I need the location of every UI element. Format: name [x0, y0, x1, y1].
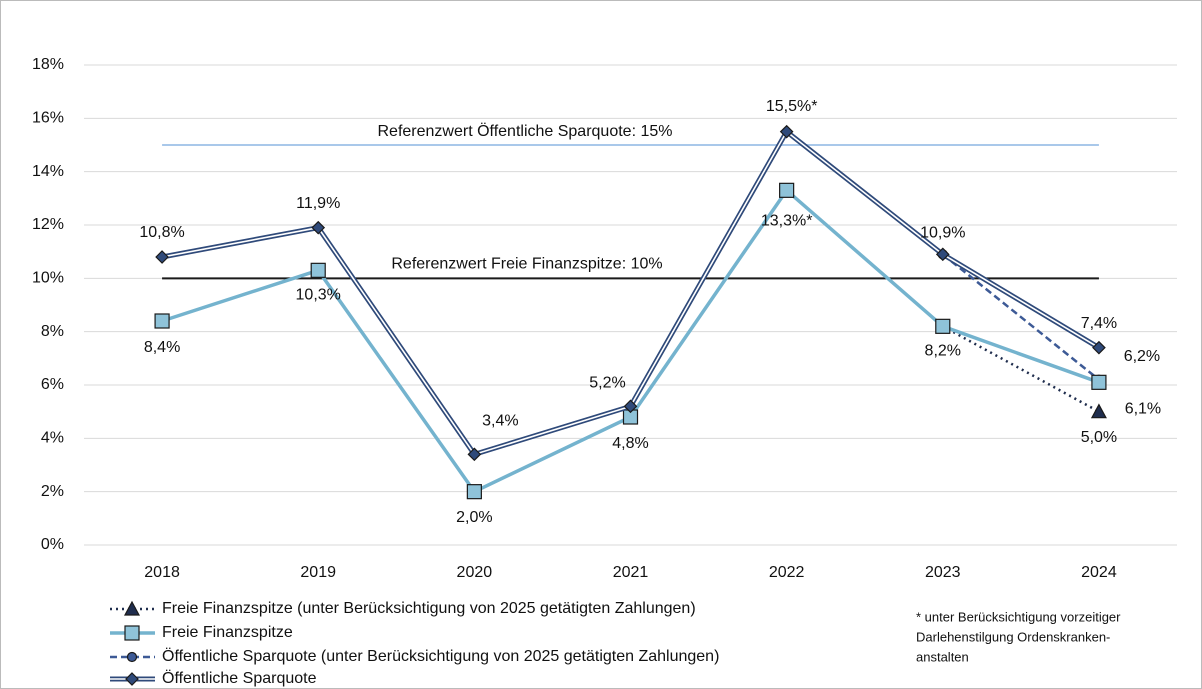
legend-label: Öffentliche Sparquote [162, 669, 317, 687]
x-tick-label: 2022 [769, 564, 805, 581]
x-tick-label: 2024 [1081, 564, 1117, 581]
marker [1092, 340, 1106, 355]
legend-label: Freie Finanzspitze [162, 624, 293, 641]
data-label: 5,0% [1081, 429, 1117, 446]
data-label: 13,3%* [761, 213, 813, 230]
y-tick-label: 4% [41, 430, 64, 447]
legend-marker [125, 672, 139, 686]
y-tick-label: 14% [32, 163, 64, 180]
x-tick-label: 2021 [613, 564, 649, 581]
marker [311, 220, 326, 235]
marker [623, 399, 638, 414]
marker [1090, 403, 1107, 419]
marker [779, 182, 795, 198]
data-label: 2,0% [456, 509, 492, 526]
x-tick-label: 2023 [925, 564, 961, 581]
y-tick-label: 8% [41, 323, 64, 340]
data-label: 8,4% [144, 339, 180, 356]
data-label: 8,2% [925, 343, 961, 360]
reference-label: Referenzwert Öffentliche Sparquote: 15% [378, 122, 673, 140]
data-label: 5,2% [589, 375, 625, 392]
line [942, 253, 1100, 381]
footnote: * unter Berücksichtigung vorzeitiger [916, 609, 1121, 624]
marker [155, 250, 169, 264]
data-label: 11,9% [296, 195, 340, 212]
marker [467, 447, 482, 462]
series [942, 325, 1107, 419]
data-label: 3,4% [482, 413, 518, 430]
data-label: 7,4% [1081, 315, 1117, 332]
legend-marker [126, 651, 138, 663]
legend-label: Freie Finanzspitze (unter Berücksichtigu… [162, 600, 696, 617]
y-tick-label: 0% [41, 536, 64, 553]
marker [935, 318, 951, 334]
data-label: 15,5%* [766, 98, 818, 115]
data-label: 10,3% [296, 287, 341, 304]
x-tick-label: 2019 [300, 564, 336, 581]
data-label: 10,8% [139, 224, 184, 241]
data-label: 4,8% [612, 435, 648, 452]
marker [1091, 374, 1107, 390]
x-tick-label: 2020 [457, 564, 493, 581]
series [154, 182, 1107, 500]
legend-marker [124, 625, 140, 641]
marker [310, 262, 326, 278]
marker [779, 124, 794, 139]
data-label: 10,9% [920, 225, 965, 242]
series [155, 124, 1106, 462]
reference-label: Referenzwert Freie Finanzspitze: 10% [391, 256, 662, 273]
legend-marker [123, 600, 141, 616]
marker [154, 313, 170, 329]
y-tick-label: 18% [32, 56, 64, 73]
footnote: anstalten [916, 649, 969, 664]
y-tick-label: 2% [41, 483, 64, 500]
y-tick-label: 12% [32, 216, 64, 233]
data-label: 6,2% [1124, 348, 1160, 365]
legend-label: Öffentliche Sparquote (unter Berücksicht… [162, 647, 719, 665]
y-tick-label: 16% [32, 110, 64, 127]
y-tick-label: 10% [32, 270, 64, 287]
marker [466, 484, 482, 500]
marker [935, 247, 950, 262]
footnote: Darlehenstilgung Ordenskranken- [916, 629, 1110, 644]
data-label: 6,1% [1125, 401, 1161, 418]
y-tick-label: 6% [41, 376, 64, 393]
x-tick-label: 2018 [144, 564, 180, 581]
